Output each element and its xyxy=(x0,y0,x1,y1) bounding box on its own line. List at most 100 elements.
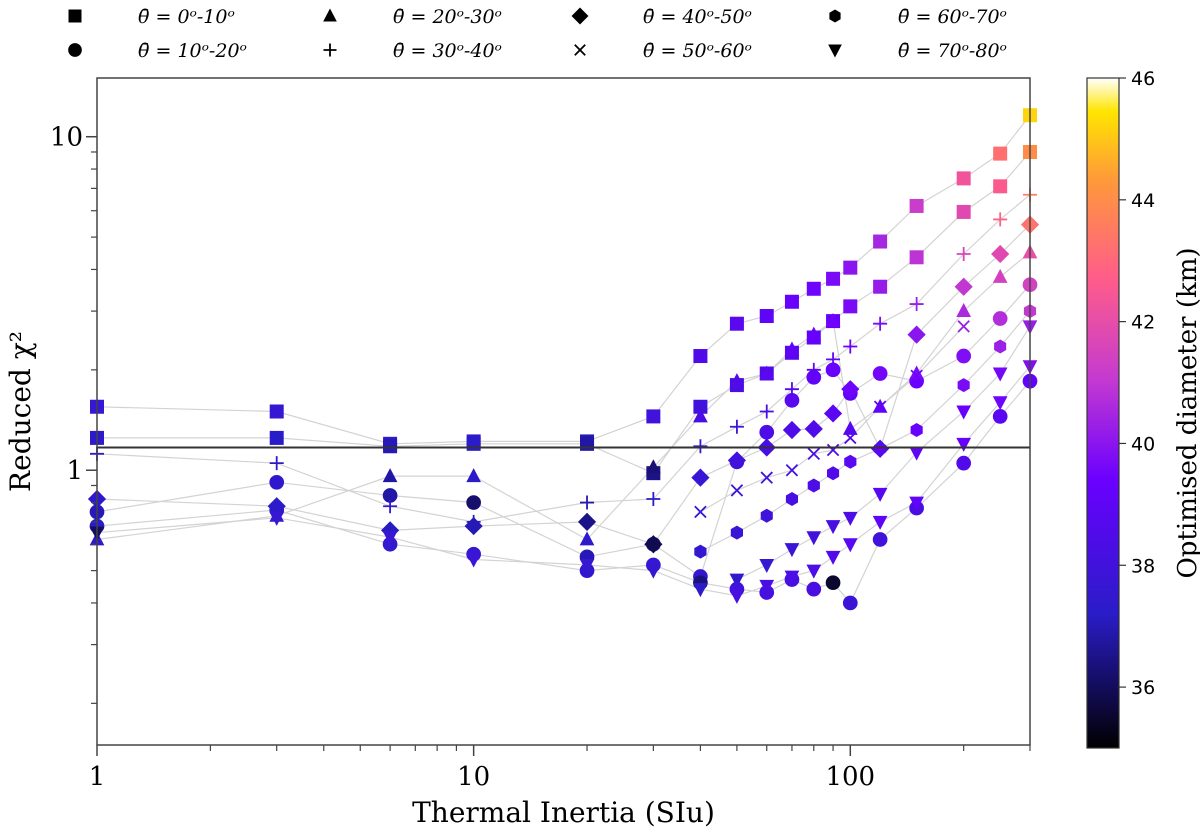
x-tick-label: 100 xyxy=(825,762,875,792)
legend-label: θ̄ = 0ᵒ-10ᵒ xyxy=(138,6,235,28)
series-line xyxy=(97,151,1031,474)
data-point xyxy=(872,515,888,530)
data-point xyxy=(382,531,398,546)
data-point xyxy=(872,487,888,502)
data-point xyxy=(910,423,923,437)
legend-marker-triangle-up xyxy=(323,8,337,22)
series-line xyxy=(96,251,1031,541)
data-point xyxy=(269,474,285,490)
data-point xyxy=(825,575,841,591)
data-point xyxy=(992,396,1008,411)
data-point xyxy=(993,212,1008,227)
data-point xyxy=(873,400,887,413)
legend-marker-diamond xyxy=(571,7,589,25)
legend-item: θ̄ = 30ᵒ-40ᵒ xyxy=(323,40,502,62)
data-point xyxy=(825,362,841,378)
legend-label: θ̄ = 70ᵒ-80ᵒ xyxy=(898,40,1007,62)
legend-item: θ̄ = 50ᵒ-60ᵒ xyxy=(574,40,752,62)
legend-item: θ̄ = 60ᵒ-70ᵒ xyxy=(829,6,1007,28)
data-point xyxy=(760,471,773,484)
data-point xyxy=(729,316,744,331)
series-line xyxy=(96,194,1031,523)
data-point xyxy=(825,550,841,565)
legend-label: θ̄ = 60ᵒ-70ᵒ xyxy=(898,6,1007,28)
data-point xyxy=(729,373,745,388)
y-axis: 1 10 xyxy=(50,123,97,704)
legend: θ̄ = 0ᵒ-10ᵒ θ̄ = 10ᵒ-20ᵒ θ̄ = 20ᵒ-30ᵒ θ̄ = … xyxy=(68,6,1007,62)
colorbar-tick-label: 36 xyxy=(1131,677,1155,699)
data-point xyxy=(466,436,481,451)
data-point xyxy=(466,495,481,510)
data-point xyxy=(580,495,595,510)
plot-frame xyxy=(96,77,1031,746)
data-point xyxy=(825,313,841,328)
data-point xyxy=(826,443,840,457)
data-point xyxy=(806,326,822,341)
data-point xyxy=(823,404,843,423)
data-point xyxy=(727,451,747,470)
data-point xyxy=(843,260,858,275)
data-point xyxy=(580,436,595,451)
data-point xyxy=(806,531,822,546)
plot-area: 1 10 100 1 10 xyxy=(50,77,1040,792)
colorbar-tick-label: 40 xyxy=(1131,433,1155,455)
colorbar-tick-label: 38 xyxy=(1131,555,1155,577)
series-line xyxy=(96,380,1031,604)
series-lines xyxy=(96,114,1031,604)
legend-marker-circle xyxy=(68,43,82,57)
data-point xyxy=(646,409,661,424)
data-point xyxy=(806,362,821,377)
data-point xyxy=(842,538,858,553)
data-point xyxy=(842,420,858,435)
data-point xyxy=(843,299,858,314)
legend-label: θ̄ = 20ᵒ-30ᵒ xyxy=(393,6,502,28)
data-point xyxy=(909,496,924,511)
data-point xyxy=(784,393,800,408)
data-point xyxy=(729,573,745,588)
data-point xyxy=(842,511,858,526)
data-point xyxy=(694,505,707,519)
data-point xyxy=(843,339,858,354)
data-point xyxy=(992,311,1008,326)
colorbar-title: Optimised diameter (km) xyxy=(1173,247,1200,578)
y-tick-label: 1 xyxy=(66,456,83,486)
data-point xyxy=(992,367,1008,382)
colorbar-tick-label: 46 xyxy=(1131,68,1155,90)
data-point xyxy=(826,271,841,286)
data-point xyxy=(269,430,284,445)
data-point xyxy=(466,468,481,483)
data-point xyxy=(579,558,595,573)
series-line xyxy=(96,284,1031,578)
legend-marker-plus xyxy=(323,43,337,57)
data-point xyxy=(759,558,775,573)
data-point xyxy=(992,268,1008,283)
data-point xyxy=(644,535,663,554)
data-point xyxy=(784,382,799,397)
data-point xyxy=(993,179,1008,194)
series-line xyxy=(700,310,1031,553)
data-point xyxy=(910,369,923,382)
data-markers xyxy=(87,108,1040,611)
legend-item: θ̄ = 20ᵒ-30ᵒ xyxy=(323,6,502,28)
data-point xyxy=(825,520,841,535)
data-point xyxy=(872,366,888,381)
data-point xyxy=(693,399,708,414)
data-point xyxy=(383,499,398,514)
series-line xyxy=(700,325,965,513)
data-point xyxy=(957,320,970,333)
colorbar-tick-label: 42 xyxy=(1131,312,1155,334)
colorbar-tick-label: 44 xyxy=(1131,190,1155,212)
data-point xyxy=(729,419,744,434)
data-point xyxy=(380,521,400,540)
data-point xyxy=(759,424,775,440)
legend-marker-square xyxy=(68,9,82,23)
data-point xyxy=(760,508,773,523)
data-point xyxy=(759,309,774,324)
data-point xyxy=(646,491,661,506)
x-axis: 1 10 100 xyxy=(89,745,1031,792)
colorbar: 36 38 40 42 44 46 Optimised diameter (km) xyxy=(1086,68,1200,749)
data-point xyxy=(269,456,284,471)
data-point xyxy=(785,492,798,506)
data-point xyxy=(956,303,972,318)
data-point xyxy=(782,420,802,440)
